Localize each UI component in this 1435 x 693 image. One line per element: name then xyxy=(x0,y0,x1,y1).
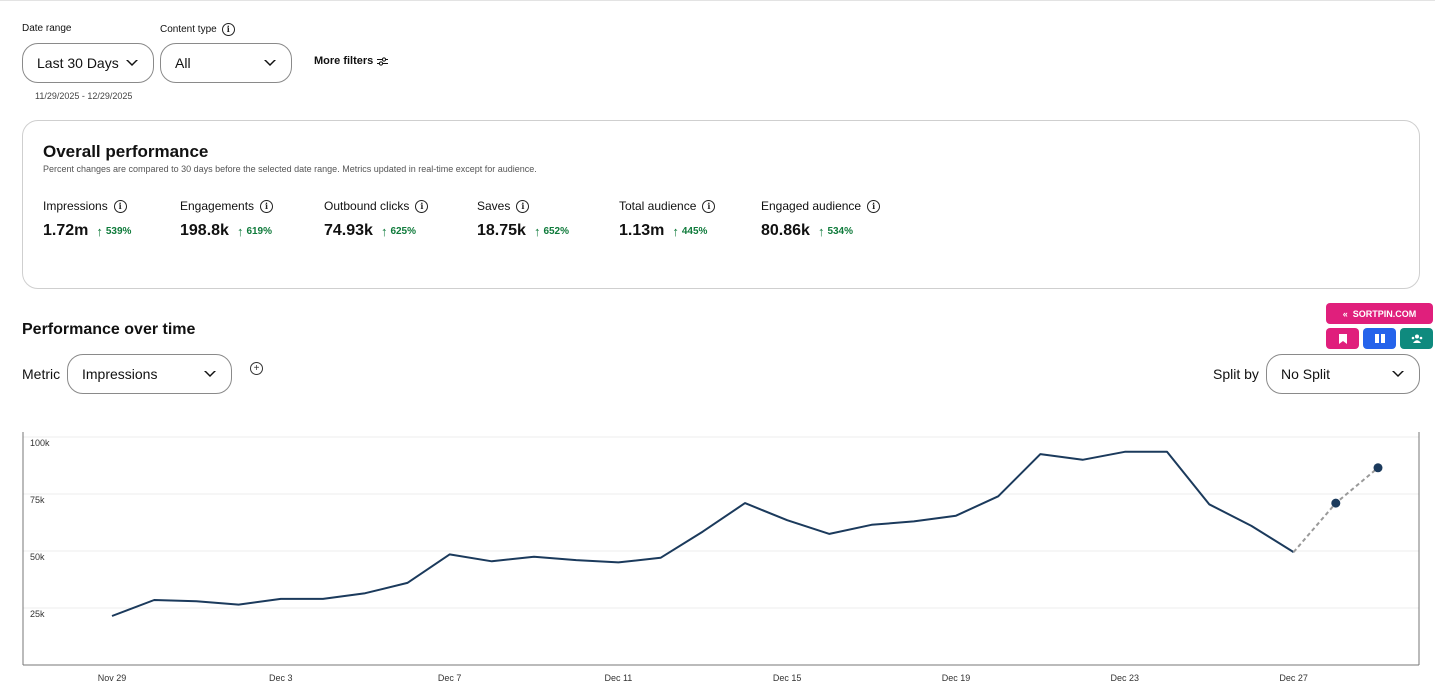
x-tick-label: Dec 15 xyxy=(773,673,802,683)
metric-change: ↑ 619% xyxy=(236,223,273,239)
metric-saves: Saves i 18.75k ↑ 652% xyxy=(477,199,569,240)
bookmark-icon xyxy=(1338,333,1347,344)
metric-impressions: Impressions i 1.72m ↑ 539% xyxy=(43,199,131,240)
arrow-up-icon: ↑ xyxy=(672,223,679,239)
users-button[interactable] xyxy=(1400,328,1433,349)
info-icon[interactable]: i xyxy=(702,199,716,213)
info-icon[interactable]: i xyxy=(113,199,127,213)
arrow-up-icon: ↑ xyxy=(533,223,541,239)
users-icon xyxy=(1411,334,1422,343)
metric-value: 74.93k xyxy=(324,222,373,239)
arrow-up-icon: ↑ xyxy=(96,223,103,239)
y-tick-label: 75k xyxy=(30,495,45,505)
split-by-label: Split by xyxy=(1213,366,1259,382)
date-range-value: Last 30 Days xyxy=(37,55,119,71)
more-filters-button[interactable]: More filters xyxy=(314,55,389,67)
metric-value: 18.75k xyxy=(477,222,526,239)
metric-change: ↑ 652% xyxy=(533,223,570,239)
columns-icon xyxy=(1374,334,1385,343)
metric-outbound-clicks: Outbound clicks i 74.93k ↑ 625% xyxy=(324,199,429,240)
date-range-label: Date range xyxy=(22,23,72,34)
y-tick-label: 25k xyxy=(30,609,45,619)
arrow-up-icon: ↑ xyxy=(380,223,388,239)
content-type-label: Content type xyxy=(160,24,217,35)
sortpin-button[interactable]: « SORTPIN.COM xyxy=(1326,303,1433,324)
metric-select[interactable]: Impressions xyxy=(67,354,232,394)
metric-value: 198.8k xyxy=(180,222,229,239)
split-by-value: No Split xyxy=(1281,366,1331,382)
metric-label: Engaged audience xyxy=(761,199,862,213)
arrow-up-icon: ↑ xyxy=(236,223,244,239)
x-tick-label: Dec 23 xyxy=(1111,673,1140,683)
metric-label: Saves xyxy=(477,199,511,213)
date-range-select[interactable]: Last 30 Days xyxy=(22,43,154,83)
metric-total-audience: Total audience i 1.13m ↑ 445% xyxy=(619,199,716,240)
metric-engagements: Engagements i 198.8k ↑ 619% xyxy=(180,199,274,240)
double-chevron-left-icon: « xyxy=(1342,308,1348,319)
info-icon[interactable]: i xyxy=(415,199,429,213)
metric-select-value: Impressions xyxy=(82,366,158,382)
sliders-icon xyxy=(377,56,389,66)
overall-performance-subtitle: Percent changes are compared to 30 days … xyxy=(43,164,537,174)
metric-value: 1.13m xyxy=(619,222,665,239)
metric-label: Impressions xyxy=(43,199,108,213)
x-tick-label: Dec 3 xyxy=(269,673,293,683)
x-tick-label: Dec 19 xyxy=(942,673,971,683)
metric-change: ↑ 534% xyxy=(817,223,854,239)
date-range-subtext: 11/29/2025 - 12/29/2025 xyxy=(35,91,133,101)
columns-button[interactable] xyxy=(1363,328,1396,349)
content-type-label-group: Content type i xyxy=(160,23,235,36)
metric-value: 80.86k xyxy=(761,222,810,239)
metric-change: ↑ 625% xyxy=(380,223,417,239)
metric-engaged-audience: Engaged audience i 80.86k ↑ 534% xyxy=(761,199,881,240)
metric-change: ↑ 539% xyxy=(96,223,132,239)
add-metric-icon[interactable]: + xyxy=(250,362,263,375)
series-line xyxy=(111,450,1295,617)
info-icon[interactable]: i xyxy=(516,199,530,213)
metric-label: Engagements xyxy=(180,199,255,213)
y-tick-label: 100k xyxy=(30,438,50,448)
info-icon[interactable]: i xyxy=(867,199,881,213)
series-line-projected xyxy=(1292,467,1379,553)
metric-label: Total audience xyxy=(619,199,697,213)
split-by-select[interactable]: No Split xyxy=(1266,354,1420,394)
x-tick-label: Dec 7 xyxy=(438,673,462,683)
y-tick-label: 50k xyxy=(30,552,45,562)
metric-select-label: Metric xyxy=(22,366,61,382)
sortpin-label: SORTPIN.COM xyxy=(1352,308,1417,319)
chevron-down-icon xyxy=(204,371,216,377)
more-filters-label: More filters xyxy=(314,55,374,67)
data-point xyxy=(1331,498,1341,508)
performance-over-time-title: Performance over time xyxy=(22,321,196,338)
content-type-value: All xyxy=(175,55,191,71)
chevron-down-icon xyxy=(1392,371,1404,377)
info-icon[interactable]: i xyxy=(221,23,235,36)
metric-value: 1.72m xyxy=(43,222,89,239)
chevron-down-icon xyxy=(264,60,276,66)
top-border xyxy=(0,0,1435,1)
bookmark-button[interactable] xyxy=(1326,328,1359,349)
metric-label: Outbound clicks xyxy=(324,199,410,213)
x-tick-label: Dec 11 xyxy=(604,673,632,683)
chevron-down-icon xyxy=(126,60,138,66)
arrow-up-icon: ↑ xyxy=(817,223,825,239)
metric-change: ↑ 445% xyxy=(672,223,708,239)
content-type-select[interactable]: All xyxy=(160,43,292,83)
overall-performance-card: Overall performance Percent changes are … xyxy=(22,120,1420,289)
performance-line-chart: 25k 50k 75k 100k Nov 29 Dec 3 Dec 7 Dec 11 Dec 1… xyxy=(22,432,1420,683)
overall-performance-title: Overall performance xyxy=(43,142,209,161)
info-icon[interactable]: i xyxy=(260,199,274,213)
data-point xyxy=(1373,463,1383,473)
x-tick-label: Dec 27 xyxy=(1279,673,1308,683)
x-tick-label: Nov 29 xyxy=(98,673,127,683)
